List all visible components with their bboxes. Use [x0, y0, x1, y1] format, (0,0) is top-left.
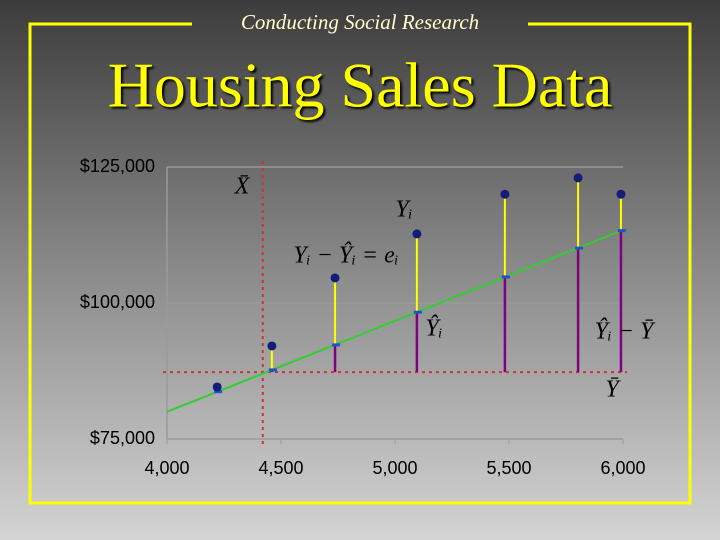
annotation: X̄	[234, 174, 251, 200]
frame	[28, 22, 692, 505]
data-point	[500, 189, 510, 199]
data-point	[573, 173, 583, 183]
data-point	[212, 382, 222, 392]
annotation: Ŷᵢ − Ȳ	[595, 319, 656, 345]
x-tick-label: 6,000	[600, 458, 645, 478]
data-point	[330, 273, 340, 283]
annotation: Yᵢ − Ŷᵢ = eᵢ	[293, 243, 398, 269]
y-tick-label: $125,000	[80, 156, 155, 176]
annotation: Ŷᵢ	[425, 316, 442, 342]
annotation: Yᵢ	[395, 197, 412, 223]
predicted-point	[617, 229, 626, 233]
predicted-point	[575, 246, 584, 250]
data-point	[412, 229, 422, 239]
y-tick-label: $100,000	[80, 292, 155, 312]
predicted-point	[214, 390, 223, 394]
chart-title: Housing Sales Data	[108, 50, 613, 121]
regression-line	[166, 229, 624, 413]
data-point	[616, 189, 626, 199]
header: Conducting Social Research	[241, 10, 479, 34]
predicted-point	[501, 275, 510, 279]
x-tick-label: 4,500	[258, 458, 303, 478]
y-tick-label: $75,000	[90, 428, 155, 448]
predicted-point	[268, 368, 277, 372]
x-tick-label: 5,500	[486, 458, 531, 478]
data-point	[267, 341, 277, 351]
predicted-point	[332, 343, 341, 347]
x-tick-label: 5,000	[372, 458, 417, 478]
annotation: Ȳ	[605, 377, 621, 403]
predicted-point	[413, 310, 422, 314]
x-tick-label: 4,000	[144, 458, 189, 478]
